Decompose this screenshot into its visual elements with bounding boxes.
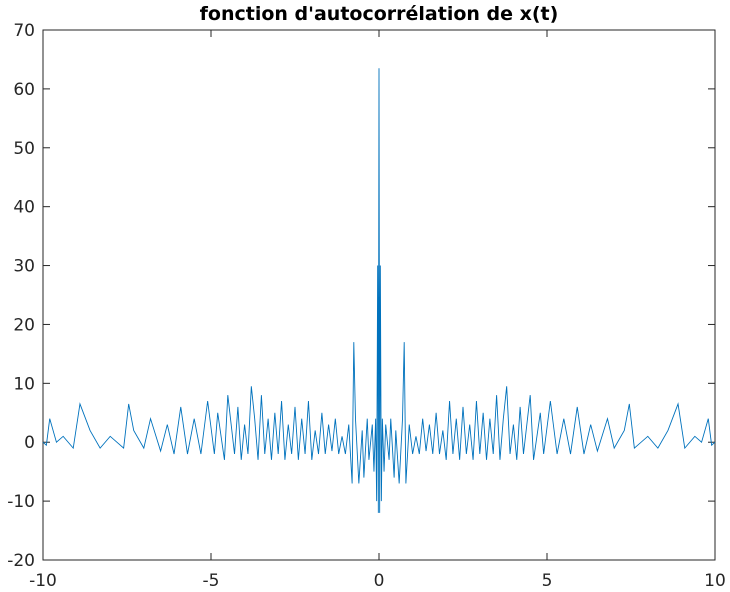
- y-tick-label: 50: [13, 139, 35, 159]
- y-tick-label: 20: [13, 315, 35, 335]
- y-tick-label: 40: [13, 198, 35, 218]
- y-tick-label: -10: [7, 492, 35, 512]
- y-tick-label: 60: [13, 80, 35, 100]
- x-tick-label: 10: [704, 571, 726, 591]
- line-series: [42, 68, 716, 513]
- y-tick-label: -20: [7, 551, 35, 571]
- y-tick-label: 0: [24, 433, 35, 453]
- x-tick-label: -10: [29, 571, 57, 591]
- y-tick-label: 30: [13, 257, 35, 277]
- y-tick-label: 70: [13, 21, 35, 41]
- chart-title: fonction d'autocorrélation de x(t): [200, 3, 559, 25]
- x-tick-label: -5: [203, 571, 220, 591]
- x-tick-label: 0: [374, 571, 385, 591]
- x-tick-label: 5: [542, 571, 553, 591]
- y-tick-label: 10: [13, 374, 35, 394]
